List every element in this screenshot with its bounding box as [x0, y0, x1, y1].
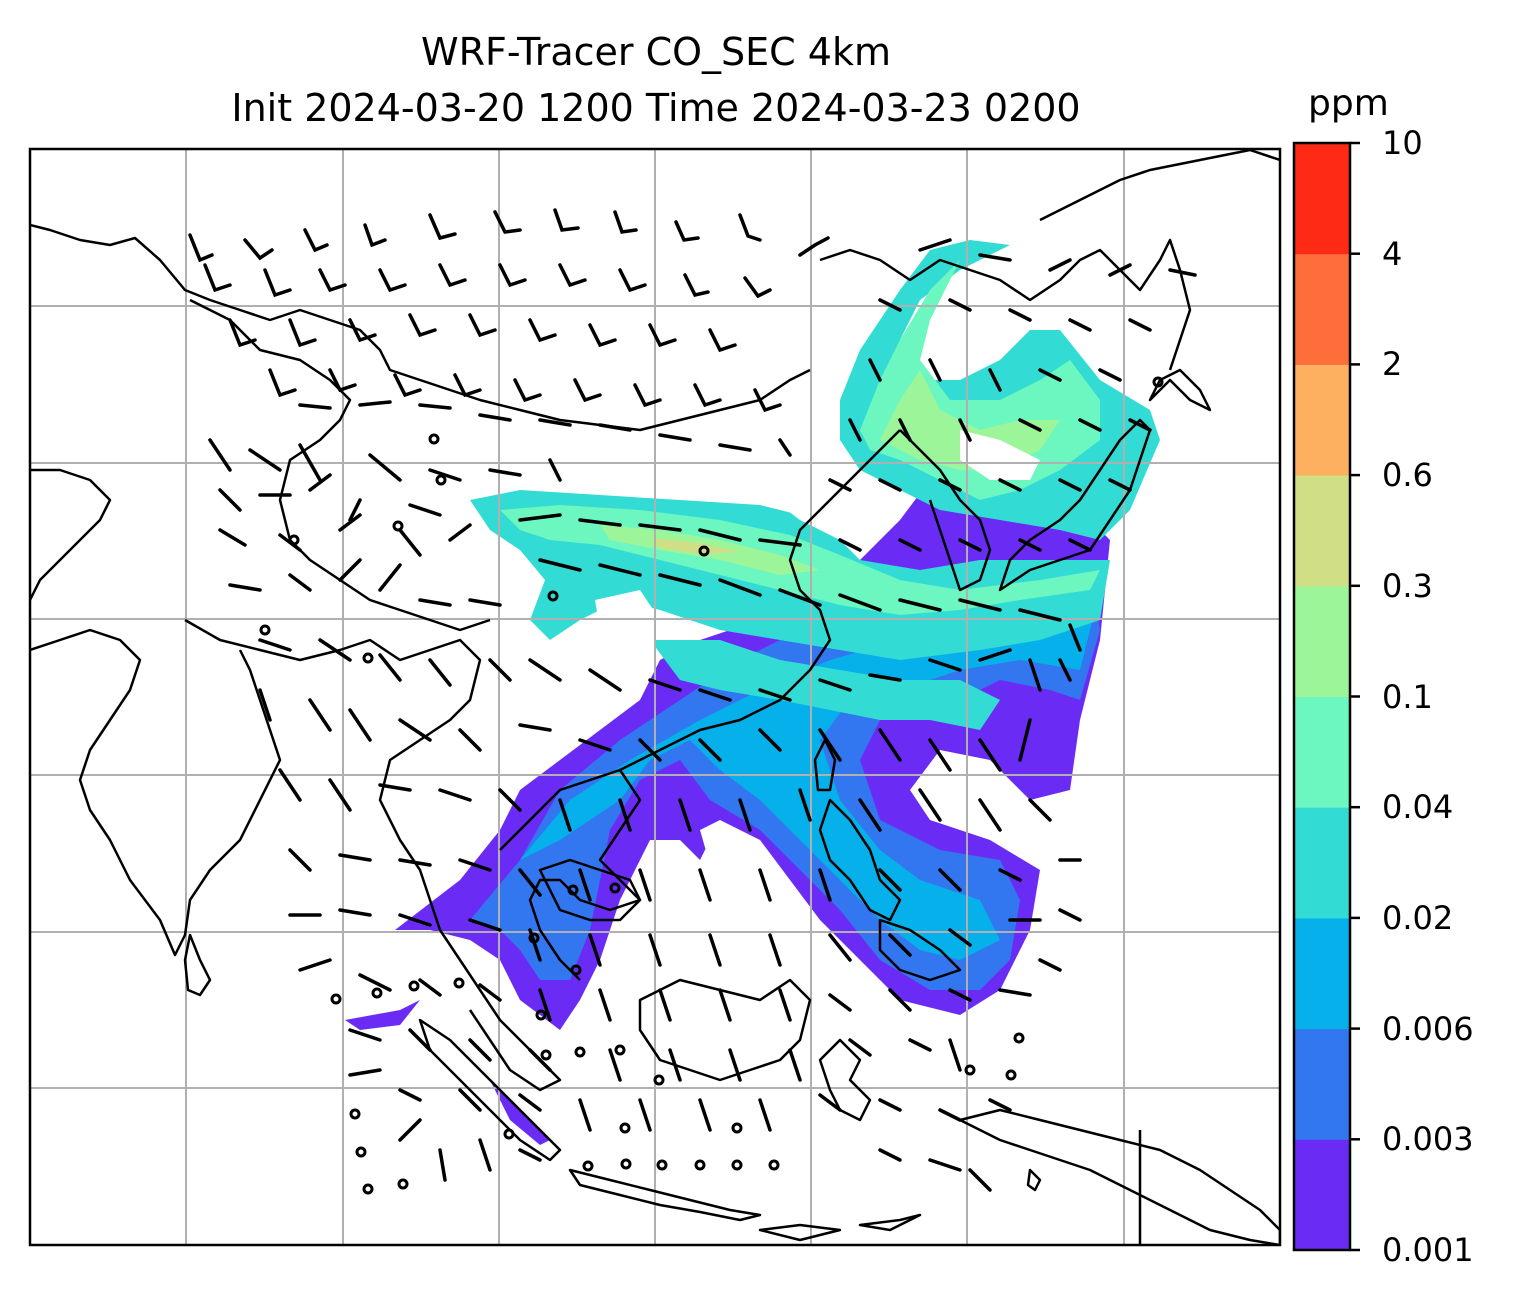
plume-north-inner2	[880, 370, 1060, 470]
colorbar-segment	[1294, 143, 1350, 255]
colorbar-segment	[1294, 253, 1350, 365]
colorbar-tick-label: 2	[1382, 345, 1403, 384]
plume-gap-1	[595, 590, 660, 660]
plume-level-1-lower	[345, 1000, 420, 1030]
colorbar-ticks	[1350, 141, 1360, 1252]
chart-title: WRF-Tracer CO_SEC 4km	[421, 30, 891, 74]
coastlines	[30, 149, 1280, 1245]
plume-level-7	[650, 538, 740, 554]
colorbar-segment	[1294, 364, 1350, 476]
plume-gap-3	[700, 820, 810, 960]
colorbar-segment	[1294, 696, 1350, 808]
colorbar-segments	[1294, 143, 1350, 1251]
colorbar-unit: ppm	[1308, 83, 1389, 124]
colorbar-tick-label: 4	[1382, 234, 1403, 273]
colorbar-segment	[1294, 585, 1350, 697]
plume-level-3	[520, 600, 1095, 960]
colorbar-tick-label: 0.3	[1382, 566, 1433, 605]
colorbar-tick-label: 0.6	[1382, 456, 1433, 495]
wind-barbs	[188, 208, 1197, 1192]
chart-subtitle: Init 2024-03-20 1200 Time 2024-03-23 020…	[231, 86, 1081, 130]
colorbar-tick-label: 0.04	[1382, 788, 1454, 827]
plume-level-4-band2	[650, 640, 1000, 730]
calm-wind-markers	[259, 376, 1164, 1195]
map-frame	[28, 147, 1282, 1247]
colorbar-segment	[1294, 917, 1350, 1030]
colorbar-tick-label: 0.1	[1382, 677, 1433, 716]
colorbar-tick-label: 0.003	[1382, 1120, 1474, 1159]
colorbar-segment	[1294, 475, 1350, 587]
colorbar-tick-label: 10	[1382, 124, 1423, 162]
colorbar-tick-label: 0.006	[1382, 1009, 1474, 1048]
colorbar-tick-label: 0.001	[1382, 1231, 1474, 1269]
colorbar-segment	[1294, 807, 1350, 919]
tracer-plume	[345, 240, 1160, 1145]
colorbar-segment	[1294, 1139, 1350, 1251]
plume-north-hole	[960, 430, 1040, 480]
colorbar-segment	[1294, 1028, 1350, 1140]
colorbar-tick-label: 0.02	[1382, 898, 1454, 937]
